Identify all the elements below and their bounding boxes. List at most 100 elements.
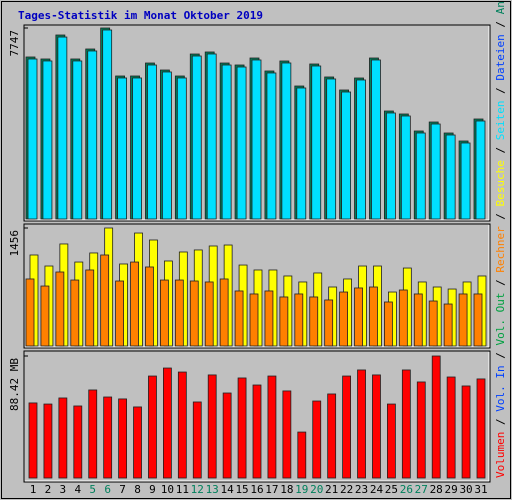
bar: [266, 72, 277, 220]
legend-separator: /: [494, 273, 507, 293]
bar: [398, 289, 408, 347]
x-tick-label: 14: [221, 483, 235, 496]
x-tick-label: 8: [134, 483, 141, 496]
bar: [371, 59, 381, 220]
bar: [72, 60, 83, 220]
bar: [234, 290, 244, 347]
x-tick-label: 19: [295, 483, 308, 496]
x-tick-label: 20: [310, 483, 323, 496]
bar: [191, 55, 202, 220]
bar: [103, 396, 113, 479]
bar: [476, 378, 486, 479]
x-tick-label: 28: [430, 483, 443, 496]
bar: [43, 403, 53, 479]
bar: [383, 301, 393, 347]
bar: [102, 29, 113, 220]
bar: [87, 50, 98, 220]
bar: [445, 134, 456, 220]
x-tick-label: 15: [235, 483, 248, 496]
bar: [400, 115, 411, 220]
bar: [118, 398, 127, 479]
legend-entry: Dateien: [494, 34, 507, 80]
bar: [264, 290, 274, 347]
x-tick-label: 24: [370, 483, 384, 496]
bar: [222, 392, 232, 479]
bar: [326, 78, 337, 220]
bar: [206, 53, 217, 220]
x-tick-label: 31: [474, 483, 487, 496]
bar: [177, 371, 187, 479]
bar: [460, 142, 471, 220]
x-tick-label: 18: [280, 483, 293, 496]
legend-separator: /: [494, 14, 507, 34]
bar: [339, 291, 349, 347]
x-tick-label: 22: [340, 483, 353, 496]
x-tick-label: 17: [265, 483, 278, 496]
bar: [251, 59, 262, 220]
bar: [428, 300, 438, 347]
bar: [176, 77, 187, 220]
legend-entry: Volumen: [494, 432, 507, 478]
bar: [58, 397, 68, 479]
bar: [88, 389, 98, 479]
x-tick-label: 2: [45, 483, 52, 496]
chart-title: Tages-Statistik im Monat Oktober 2019: [18, 9, 263, 22]
x-tick-label: 11: [176, 483, 189, 496]
bar: [296, 87, 307, 220]
bar: [73, 405, 83, 479]
x-tick-label: 29: [445, 483, 458, 496]
x-tick-label: 7: [119, 483, 126, 496]
bar: [401, 369, 411, 479]
bar: [309, 296, 319, 347]
bar: [279, 296, 289, 347]
bar: [27, 58, 38, 220]
bar: [413, 293, 423, 347]
x-tick-label: 6: [104, 483, 111, 496]
bar: [115, 280, 124, 347]
bar: [385, 112, 396, 220]
x-tick-label: 26: [400, 483, 413, 496]
bar: [207, 374, 217, 479]
bar: [132, 77, 142, 220]
bar: [312, 400, 322, 479]
bar: [341, 91, 352, 220]
bar: [431, 355, 441, 479]
bar: [386, 403, 396, 479]
bar: [372, 374, 381, 479]
bar: [311, 65, 322, 220]
bar: [236, 66, 247, 220]
bar: [25, 278, 35, 347]
bar: [354, 287, 363, 347]
x-tick-label: 13: [206, 483, 219, 496]
bar: [147, 64, 157, 220]
legend-entry: Anfragen: [494, 0, 507, 14]
legend-separator: /: [494, 140, 507, 160]
bar: [148, 375, 157, 479]
legend-separator: /: [494, 206, 507, 226]
bar: [100, 254, 110, 347]
bar: [162, 367, 172, 479]
bar: [416, 381, 426, 479]
bar: [55, 271, 65, 347]
x-tick-label: 25: [385, 483, 398, 496]
bar: [458, 293, 468, 347]
x-tick-label: 12: [191, 483, 204, 496]
bar: [297, 431, 307, 479]
bar: [282, 390, 292, 479]
legend-separator: /: [494, 412, 507, 432]
bar: [145, 266, 154, 347]
bar: [461, 385, 471, 479]
bar: [415, 132, 426, 220]
legend-entry: Vol. Out: [494, 293, 507, 346]
bar: [130, 261, 139, 347]
bar: [133, 406, 142, 479]
x-tick-label: 10: [161, 483, 174, 496]
bar: [443, 303, 453, 347]
bar: [219, 278, 229, 347]
x-tick-label: 16: [250, 483, 263, 496]
legend-entry: Besuche: [494, 160, 507, 206]
bar: [357, 369, 366, 479]
bar: [28, 402, 38, 479]
legend-entry: Rechner: [494, 226, 507, 273]
